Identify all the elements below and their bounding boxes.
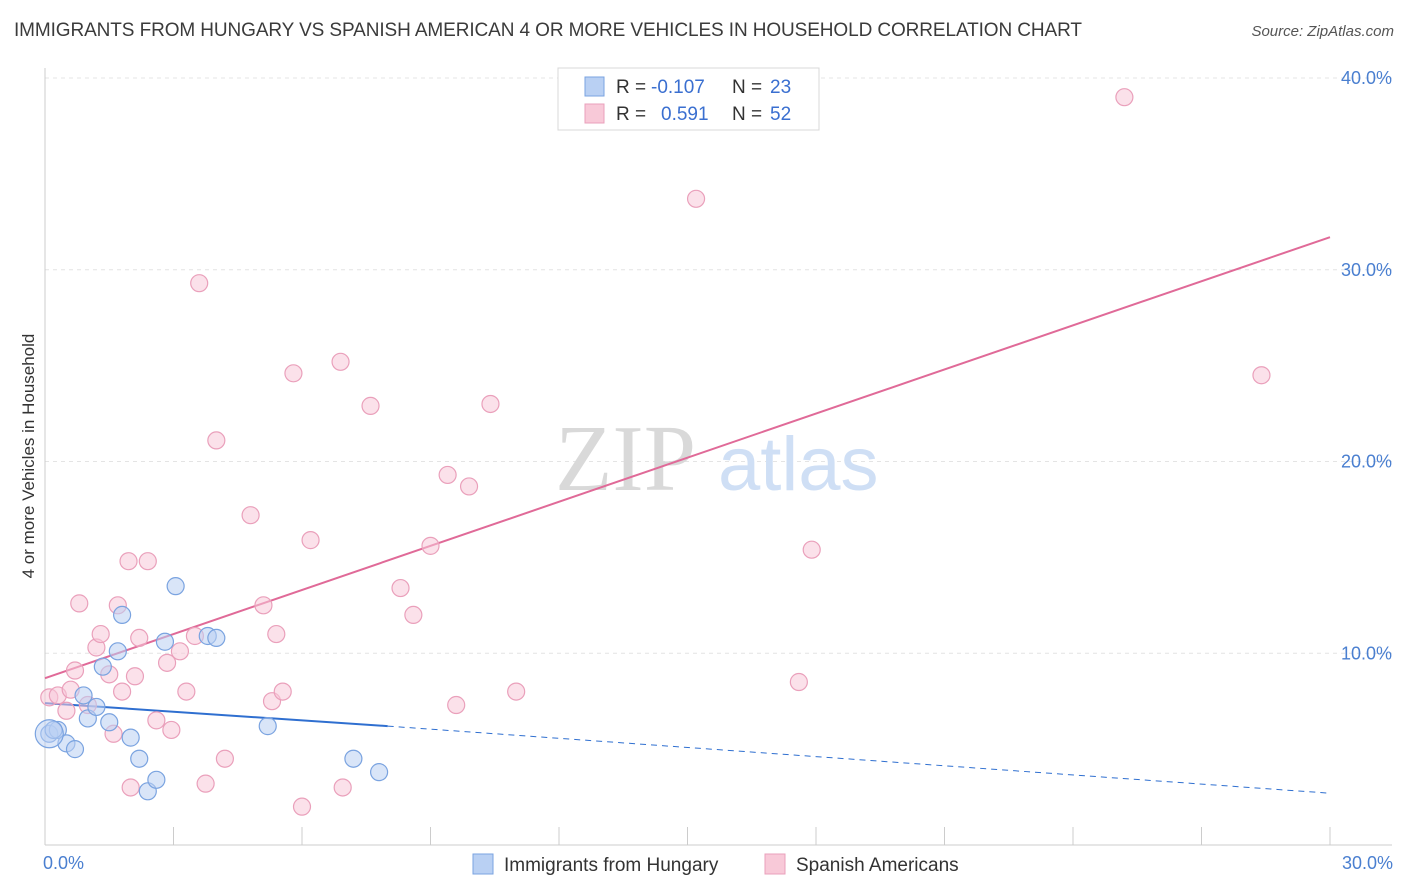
bottom-legend-label-hungary: Immigrants from Hungary [504, 855, 719, 876]
point-spanish [1252, 366, 1271, 385]
legend-swatch-hungary [584, 76, 605, 97]
point-spanish [190, 274, 209, 293]
point-spanish [421, 536, 440, 555]
point-spanish [447, 695, 466, 715]
gridlines [45, 77, 1392, 654]
point-spanish [162, 720, 181, 740]
axes [44, 68, 1392, 846]
point-hungary [100, 713, 119, 732]
point-hungary [65, 740, 85, 759]
point-spanish [70, 594, 89, 613]
legend-n-label-1: N = [732, 77, 762, 98]
point-spanish [438, 465, 457, 485]
point-spanish [207, 431, 226, 450]
point-hungary [166, 577, 185, 596]
point-hungary [93, 657, 112, 676]
point-spanish [301, 531, 320, 550]
point-hungary [130, 749, 149, 768]
bottom-legend-swatch-spanish [764, 853, 786, 875]
point-spanish [170, 642, 190, 661]
point-hungary [155, 632, 175, 651]
y-axis-label: 4 or more Vehicles in Household [19, 334, 38, 579]
tick-labels: 10.0% 20.0% 30.0% 40.0% 0.0% 30.0% [43, 68, 1393, 873]
point-spanish [507, 682, 526, 701]
point-spanish [267, 624, 286, 644]
point-hungary [112, 605, 132, 625]
point-spanish [404, 605, 423, 625]
point-spanish [65, 661, 85, 680]
point-spanish [331, 352, 350, 371]
point-spanish [241, 506, 260, 525]
watermark-atlas: atlas [718, 422, 879, 507]
point-hungary [147, 770, 166, 789]
y-tick-label: 10.0% [1341, 643, 1392, 663]
source-credit: Source: ZipAtlas.com [1251, 23, 1394, 40]
point-spanish [147, 711, 166, 730]
point-spanish [292, 797, 312, 816]
x-tick-label-max: 30.0% [1342, 853, 1393, 873]
point-spanish [284, 364, 303, 383]
y-tick-label: 30.0% [1341, 260, 1392, 280]
point-hungary [121, 728, 140, 747]
point-spanish [57, 701, 76, 720]
bottom-legend-label-spanish: Spanish Americans [796, 855, 959, 876]
point-hungary [74, 686, 93, 705]
point-spanish [686, 189, 706, 208]
series-legend: Immigrants from Hungary Spanish American… [472, 853, 959, 876]
point-spanish [112, 682, 132, 701]
point-hungary [258, 717, 277, 736]
point-spanish [196, 774, 215, 793]
bottom-legend-swatch-hungary [472, 853, 494, 875]
point-spanish [119, 552, 138, 571]
legend-n-value-2: 52 [770, 104, 791, 125]
legend-n-label-2: N = [732, 104, 762, 125]
trend-line-spanish [44, 236, 1331, 680]
point-spanish [157, 653, 177, 672]
point-spanish [333, 778, 352, 797]
legend-r-label-1: R = [616, 77, 646, 98]
watermark-zip: ZIP [555, 407, 696, 511]
point-spanish [802, 540, 821, 559]
chart-title: IMMIGRANTS FROM HUNGARY VS SPANISH AMERI… [14, 20, 1082, 41]
point-spanish [273, 682, 292, 701]
point-hungary [87, 697, 106, 717]
data-points [34, 88, 1271, 816]
point-spanish [125, 667, 145, 686]
point-hungary [370, 763, 389, 782]
point-spanish [130, 628, 149, 648]
point-spanish [254, 596, 273, 615]
y-tick-label: 20.0% [1341, 452, 1392, 472]
point-spanish [121, 778, 140, 797]
point-spanish [1115, 88, 1134, 107]
point-spanish [138, 552, 157, 571]
trend-lines [44, 236, 1331, 794]
point-hungary [207, 628, 226, 648]
point-spanish [361, 396, 380, 415]
point-spanish [177, 682, 196, 701]
y-tick-label: 40.0% [1341, 68, 1392, 88]
point-hungary [108, 642, 127, 661]
watermark: ZIP atlas [555, 407, 879, 511]
x-tick-label-min: 0.0% [43, 853, 84, 873]
legend-swatch-spanish [584, 103, 605, 124]
point-spanish [481, 394, 500, 414]
point-spanish [391, 578, 410, 598]
legend-r-label-2: R = [616, 104, 646, 125]
trend-line-hungary-extrapolated [387, 725, 1331, 794]
legend-r-value-2: 0.591 [661, 104, 709, 125]
point-spanish [459, 477, 479, 496]
point-hungary [344, 749, 363, 768]
legend-n-value-1: 23 [770, 77, 791, 98]
legend-r-value-1: -0.107 [651, 77, 705, 98]
correlation-legend: R = -0.107 N = 23 R = 0.591 N = 52 [557, 67, 820, 131]
point-spanish [215, 749, 234, 768]
point-spanish [789, 672, 808, 692]
point-hungary-cluster [34, 719, 64, 749]
point-spanish [91, 624, 110, 644]
